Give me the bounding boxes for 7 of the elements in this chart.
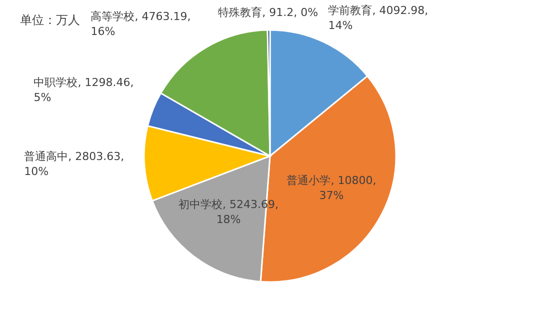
slice-label: 普通小学, 10800, 37% [286,174,376,202]
slice-label: 中职学校, 1298.46, 5% [34,75,135,106]
slice-label: 高等学校, 4763.19, 16% [90,8,192,39]
slice-label: 普通高中, 2803.63, 10% [24,149,126,180]
slice-label: 特殊教育, 91.2, 0% [218,4,318,20]
text: 单位：万人 [20,12,80,29]
slice-label: 学前教育, 4092.98, 14% [328,2,430,33]
